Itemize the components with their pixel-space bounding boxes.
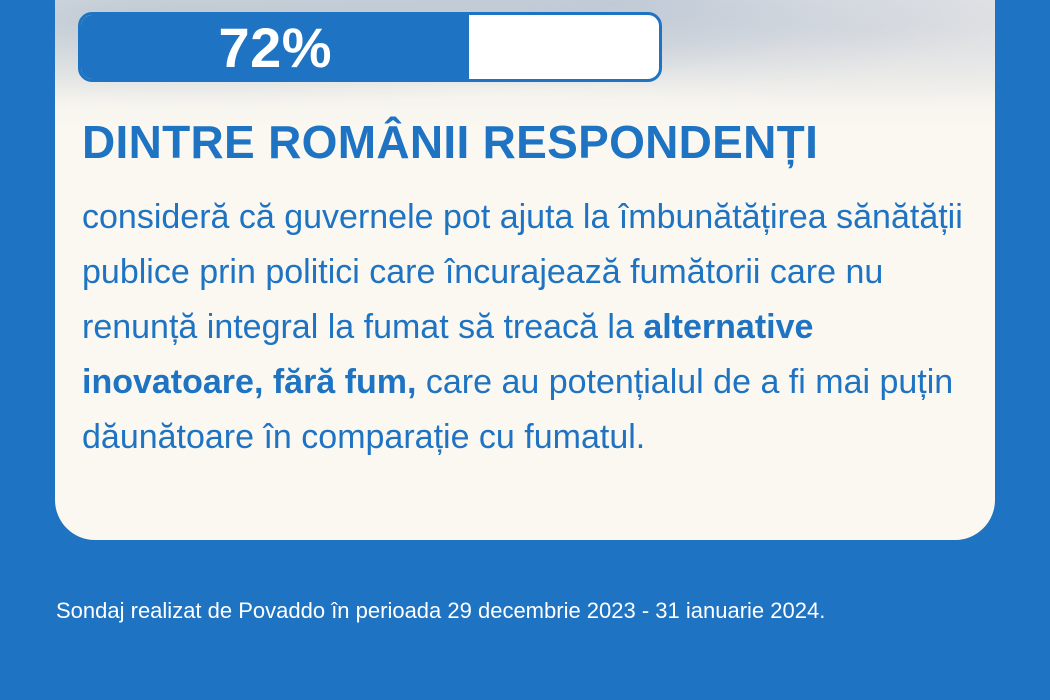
headline: DINTRE ROMÂNII RESPONDENȚI <box>82 116 819 168</box>
percentage-label: 72% <box>218 15 333 79</box>
percentage-bar-fill <box>81 15 470 79</box>
percentage-bar: 72% <box>78 12 662 82</box>
statement-highlight: alternative inovatoare, fără fum, <box>82 308 814 401</box>
statement-text-part1: consideră că guvernele pot ajuta la îmbu… <box>82 198 963 346</box>
survey-footnote: Sondaj realizat de Povaddo în perioada 2… <box>56 598 826 623</box>
statement-text-part2: care au potențialul de a fi mai puțin dă… <box>82 363 954 456</box>
statement-text: consideră că guvernele pot ajuta la îmbu… <box>82 190 982 465</box>
